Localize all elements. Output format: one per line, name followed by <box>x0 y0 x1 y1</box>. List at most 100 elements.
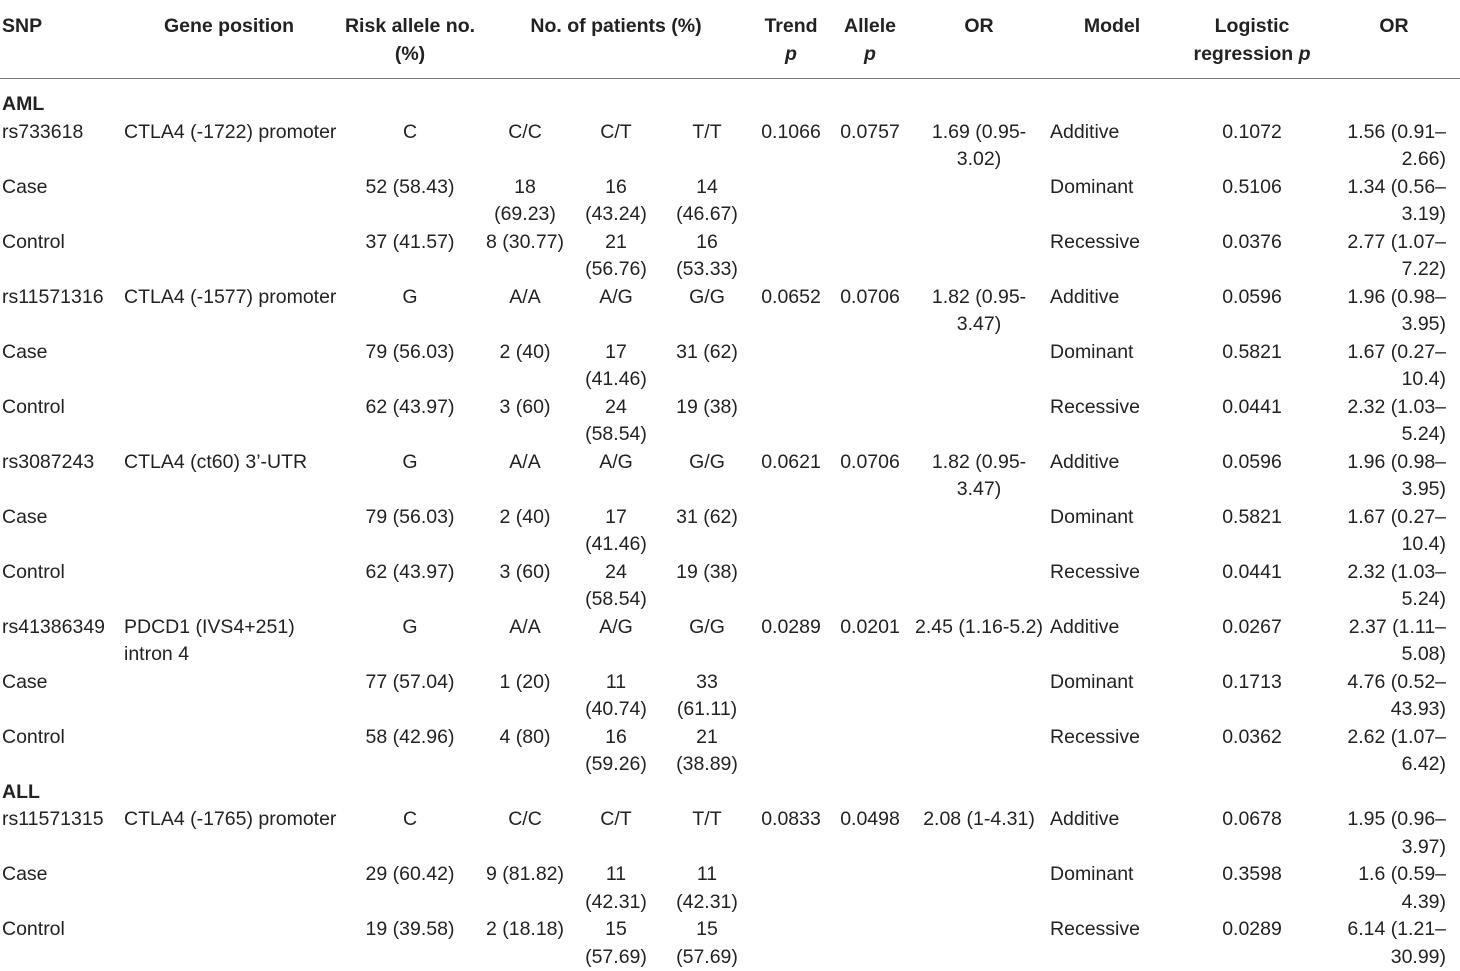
cell-trend-p <box>752 559 830 614</box>
cell-snp: rs41386349 <box>0 614 118 669</box>
cell-genotype-1: 8 (30.77) <box>480 229 570 284</box>
cell-risk-allele: 19 (39.58) <box>340 916 480 971</box>
cell-logistic-p: 0.0441 <box>1176 394 1328 449</box>
cell-trend-p <box>752 916 830 971</box>
cell-allele-p: 0.0706 <box>830 449 910 504</box>
cell-allele-p: 0.0201 <box>830 614 910 669</box>
cell-or: 1.69 (0.95-3.02) <box>910 119 1048 174</box>
header-logistic-p-symbol: p <box>1299 43 1311 65</box>
cell-genotype-2: C/T <box>570 806 662 861</box>
cell-or-2: 2.32 (1.03–5.24) <box>1328 559 1460 614</box>
cell-genotype-2: A/G <box>570 449 662 504</box>
cell-or <box>910 504 1048 559</box>
cell-snp: Control <box>0 229 118 284</box>
cell-gene-position <box>118 559 340 614</box>
cell-risk-allele: G <box>340 614 480 669</box>
cell-logistic-p: 0.0362 <box>1176 724 1328 779</box>
cell-allele-p: 0.0706 <box>830 284 910 339</box>
cell-model: Recessive <box>1048 394 1176 449</box>
cell-risk-allele: 29 (60.42) <box>340 861 480 916</box>
cell-snp: rs11571316 <box>0 284 118 339</box>
cell-gene-position: CTLA4 (-1722) promoter <box>118 119 340 174</box>
cell-genotype-3: G/G <box>662 449 752 504</box>
cell-logistic-p: 0.0596 <box>1176 449 1328 504</box>
cell-or-2: 2.77 (1.07–7.22) <box>1328 229 1460 284</box>
cell-model: Dominant <box>1048 339 1176 394</box>
cell-model: Recessive <box>1048 724 1176 779</box>
cell-or <box>910 339 1048 394</box>
cell-genotype-2: 16 (59.26) <box>570 724 662 779</box>
cell-genotype-1: 18 (69.23) <box>480 174 570 229</box>
cell-genotype-1: 1 (20) <box>480 669 570 724</box>
cell-trend-p <box>752 724 830 779</box>
cell-genotype-2: 11 (42.31) <box>570 861 662 916</box>
cell-risk-allele: 58 (42.96) <box>340 724 480 779</box>
cell-or-2: 1.95 (0.96–3.97) <box>1328 806 1460 861</box>
cell-logistic-p: 0.5821 <box>1176 504 1328 559</box>
cell-or: 2.45 (1.16-5.2) <box>910 614 1048 669</box>
cell-trend-p: 0.0833 <box>752 806 830 861</box>
cell-gene-position: CTLA4 (ct60) 3’-UTR <box>118 449 340 504</box>
cell-allele-p <box>830 339 910 394</box>
cell-or: 1.82 (0.95-3.47) <box>910 449 1048 504</box>
header-model: Model <box>1048 0 1176 79</box>
cell-model: Additive <box>1048 119 1176 174</box>
cell-genotype-1: C/C <box>480 119 570 174</box>
cell-logistic-p: 0.1072 <box>1176 119 1328 174</box>
cell-or-2: 1.96 (0.98–3.95) <box>1328 284 1460 339</box>
cell-or <box>910 724 1048 779</box>
cell-risk-allele: 79 (56.03) <box>340 504 480 559</box>
cell-gene-position <box>118 339 340 394</box>
cell-trend-p <box>752 669 830 724</box>
group-label: ALL <box>0 779 1460 807</box>
cell-allele-p <box>830 724 910 779</box>
cell-or-2: 6.14 (1.21–30.99) <box>1328 916 1460 971</box>
cell-model: Additive <box>1048 284 1176 339</box>
header-logistic-label: Logistic regression <box>1193 15 1293 65</box>
cell-trend-p: 0.0652 <box>752 284 830 339</box>
cell-trend-p <box>752 504 830 559</box>
cell-trend-p <box>752 174 830 229</box>
cell-snp: Case <box>0 861 118 916</box>
cell-logistic-p: 0.0678 <box>1176 806 1328 861</box>
cell-allele-p <box>830 229 910 284</box>
cell-genotype-1: 2 (40) <box>480 339 570 394</box>
cell-genotype-3: 19 (38) <box>662 559 752 614</box>
cell-genotype-2: C/T <box>570 119 662 174</box>
cell-trend-p: 0.0289 <box>752 614 830 669</box>
cell-logistic-p: 0.0376 <box>1176 229 1328 284</box>
cell-genotype-1: 9 (81.82) <box>480 861 570 916</box>
cell-model: Additive <box>1048 614 1176 669</box>
cell-genotype-1: A/A <box>480 449 570 504</box>
cell-risk-allele: 79 (56.03) <box>340 339 480 394</box>
cell-gene-position: CTLA4 (-1577) promoter <box>118 284 340 339</box>
cell-or-2: 1.34 (0.56–3.19) <box>1328 174 1460 229</box>
cell-allele-p: 0.0757 <box>830 119 910 174</box>
cell-genotype-3: 16 (53.33) <box>662 229 752 284</box>
group-header-row: ALL <box>0 779 1460 807</box>
cell-or <box>910 229 1048 284</box>
cell-allele-p <box>830 861 910 916</box>
header-trend-p-symbol: p <box>785 43 797 65</box>
cell-genotype-3: 31 (62) <box>662 339 752 394</box>
cell-gene-position <box>118 724 340 779</box>
cell-genotype-2: 17 (41.46) <box>570 504 662 559</box>
cell-or-2: 1.56 (0.91–2.66) <box>1328 119 1460 174</box>
header-or: OR <box>910 0 1048 79</box>
cell-genotype-2: 11 (40.74) <box>570 669 662 724</box>
cell-genotype-3: G/G <box>662 614 752 669</box>
header-gene-position: Gene position <box>118 0 340 79</box>
header-or-2: OR <box>1328 0 1460 79</box>
cell-genotype-3: 14 (46.67) <box>662 174 752 229</box>
cell-trend-p <box>752 229 830 284</box>
cell-genotype-3: T/T <box>662 119 752 174</box>
cell-snp: Control <box>0 559 118 614</box>
cell-or <box>910 559 1048 614</box>
cell-gene-position <box>118 229 340 284</box>
cell-or: 2.08 (1-4.31) <box>910 806 1048 861</box>
